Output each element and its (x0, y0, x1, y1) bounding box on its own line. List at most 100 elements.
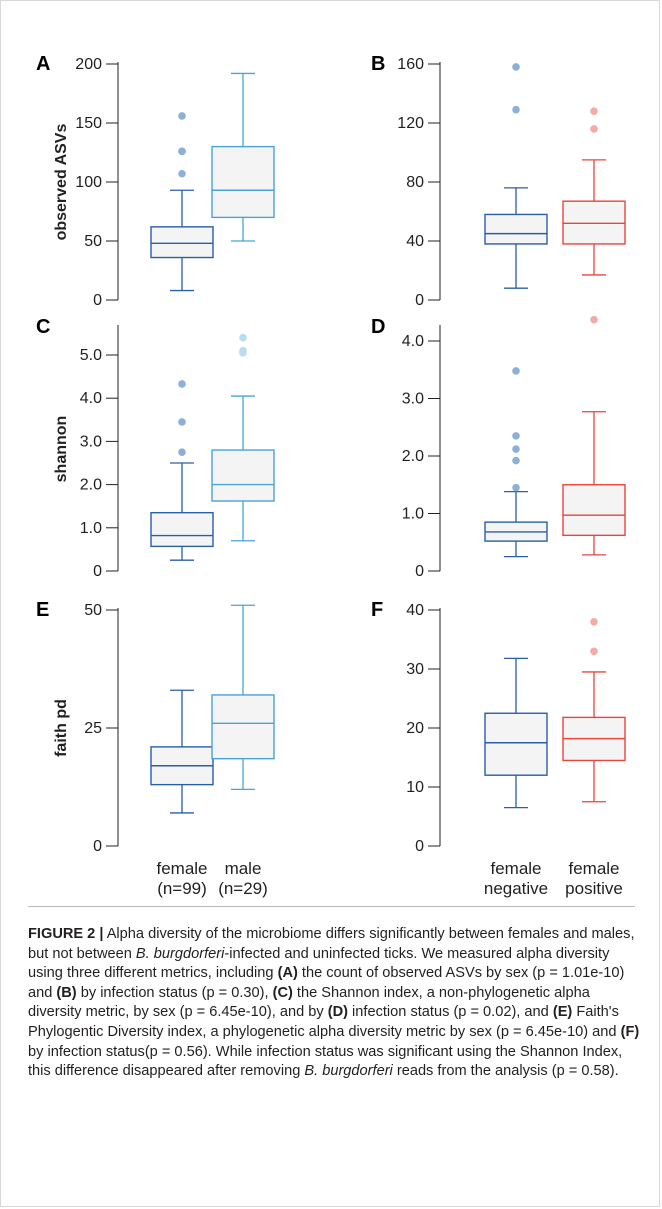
y-tick-label-f: 0 (415, 838, 424, 855)
caption-panel-ref: (D) (327, 1004, 348, 1021)
caption-segment: the Shannon index, a non-phylogenetic al… (28, 984, 590, 1021)
outlier-point-b (512, 105, 520, 114)
caption-segment: the count of observed ASVs by sex (p = 1… (28, 965, 625, 1001)
y-tick-label-b: 80 (406, 174, 424, 191)
y-tick-label-a: 100 (75, 174, 102, 191)
y-axis-label-a: observed ASVs (53, 124, 70, 241)
y-tick-label-a: 50 (84, 233, 102, 250)
figure-caption: FIGURE 2 | Alpha diversity of the microb… (28, 925, 640, 1082)
y-tick-label-c: 4.0 (80, 390, 102, 407)
caption-segment: by infection status(p = 0.56). While inf… (28, 1043, 623, 1080)
caption-text: Alpha diversity of the microbiome differ… (28, 926, 639, 1079)
caption-species-name: B. burgdorferi (304, 1063, 393, 1080)
outlier-point-d (512, 483, 520, 492)
box-b (484, 213, 548, 245)
caption-panel-ref: (B) (56, 984, 77, 1001)
outlier-point-c (239, 333, 247, 342)
outlier-point-c (178, 448, 186, 457)
outlier-point-b (590, 107, 598, 115)
y-tick-label-c: 1.0 (80, 520, 102, 537)
panel-letter-c: C (36, 316, 50, 338)
outlier-point-a (178, 147, 186, 156)
y-tick-label-a: 150 (75, 115, 102, 132)
x-category-label: female (490, 859, 541, 878)
x-category-label: female (568, 859, 619, 878)
panel-letter-e: E (36, 599, 49, 621)
caption-divider (28, 906, 635, 907)
panel-letter-b: B (371, 53, 385, 75)
y-tick-label-c: 0 (93, 563, 102, 580)
y-tick-label-b: 0 (415, 292, 424, 309)
x-category-label: female (156, 859, 207, 878)
caption-segment: Faith's Phylogentic Diversity index, a p… (28, 1004, 621, 1040)
box-d (562, 484, 626, 537)
y-tick-label-f: 20 (406, 720, 424, 737)
y-tick-label-b: 40 (406, 233, 424, 250)
x-category-label: positive (565, 879, 623, 898)
outlier-point-c (239, 346, 247, 355)
caption-species-name: B. burgdorferi (135, 945, 225, 962)
y-tick-label-d: 0 (415, 563, 424, 580)
box-f (484, 712, 548, 776)
outlier-point-b (590, 125, 598, 133)
y-tick-label-b: 120 (397, 115, 424, 132)
y-tick-label-d: 1.0 (402, 506, 424, 523)
figure-label: FIGURE 2 | (28, 926, 104, 942)
outlier-point-d (512, 456, 520, 465)
y-tick-label-f: 40 (406, 602, 424, 619)
y-tick-label-f: 30 (406, 661, 424, 678)
outlier-point-c (178, 380, 186, 388)
y-tick-label-e: 25 (84, 720, 102, 737)
outlier-point-f (590, 647, 598, 656)
outlier-point-a (178, 169, 186, 178)
box-b (562, 200, 626, 245)
outlier-point-d (512, 445, 520, 453)
box-e (211, 694, 275, 760)
y-tick-label-c: 5.0 (80, 347, 102, 364)
x-category-label: male (225, 859, 262, 878)
y-axis-label-c: shannon (53, 416, 70, 483)
caption-panel-ref: (E) (552, 1004, 573, 1021)
y-tick-label-d: 2.0 (402, 448, 424, 465)
box-c (211, 449, 275, 502)
outlier-point-c (178, 418, 186, 426)
y-tick-label-e: 50 (84, 602, 102, 619)
caption-segment: infection status (p = 0.02), and (347, 1004, 553, 1021)
caption-panel-ref: (C) (272, 984, 293, 1001)
outlier-point-f (590, 618, 598, 626)
y-tick-label-f: 10 (406, 779, 424, 796)
panel-letter-a: A (36, 53, 50, 75)
caption-segment: by infection status (p = 0.30), (76, 984, 273, 1001)
y-tick-label-a: 200 (75, 56, 102, 73)
caption-segment: Alpha diversity of the microbiome differ… (28, 926, 635, 962)
caption-panel-ref: (A) (277, 965, 298, 982)
caption-segment: -infected and uninfected ticks. We measu… (28, 945, 610, 982)
x-category-label: (n=99) (157, 879, 207, 898)
caption-segment: reads from the analysis (p = 0.58). (392, 1063, 619, 1080)
x-category-label: negative (484, 879, 548, 898)
outlier-point-d (512, 367, 520, 375)
y-axis-label-e: faith pd (53, 699, 70, 757)
outlier-point-d (590, 315, 598, 324)
outlier-point-b (512, 63, 520, 71)
x-category-label: (n=29) (218, 879, 268, 898)
caption-panel-ref: (F) (620, 1023, 640, 1040)
box-c (150, 511, 214, 548)
y-tick-label-b: 160 (397, 56, 424, 73)
y-tick-label-c: 2.0 (80, 477, 102, 494)
box-a (150, 226, 214, 259)
y-tick-label-c: 3.0 (80, 433, 102, 450)
outlier-point-d (512, 432, 520, 440)
x-category-label: (n=64) (569, 899, 619, 900)
y-tick-label-d: 3.0 (402, 391, 424, 408)
panel-letter-f: F (371, 599, 383, 621)
y-tick-label-e: 0 (93, 838, 102, 855)
x-category-label: (n=35) (491, 899, 541, 900)
outlier-point-a (178, 112, 186, 120)
box-a (211, 145, 275, 219)
y-tick-label-a: 0 (93, 292, 102, 309)
panel-letter-d: D (371, 316, 385, 338)
y-tick-label-d: 4.0 (402, 333, 424, 350)
